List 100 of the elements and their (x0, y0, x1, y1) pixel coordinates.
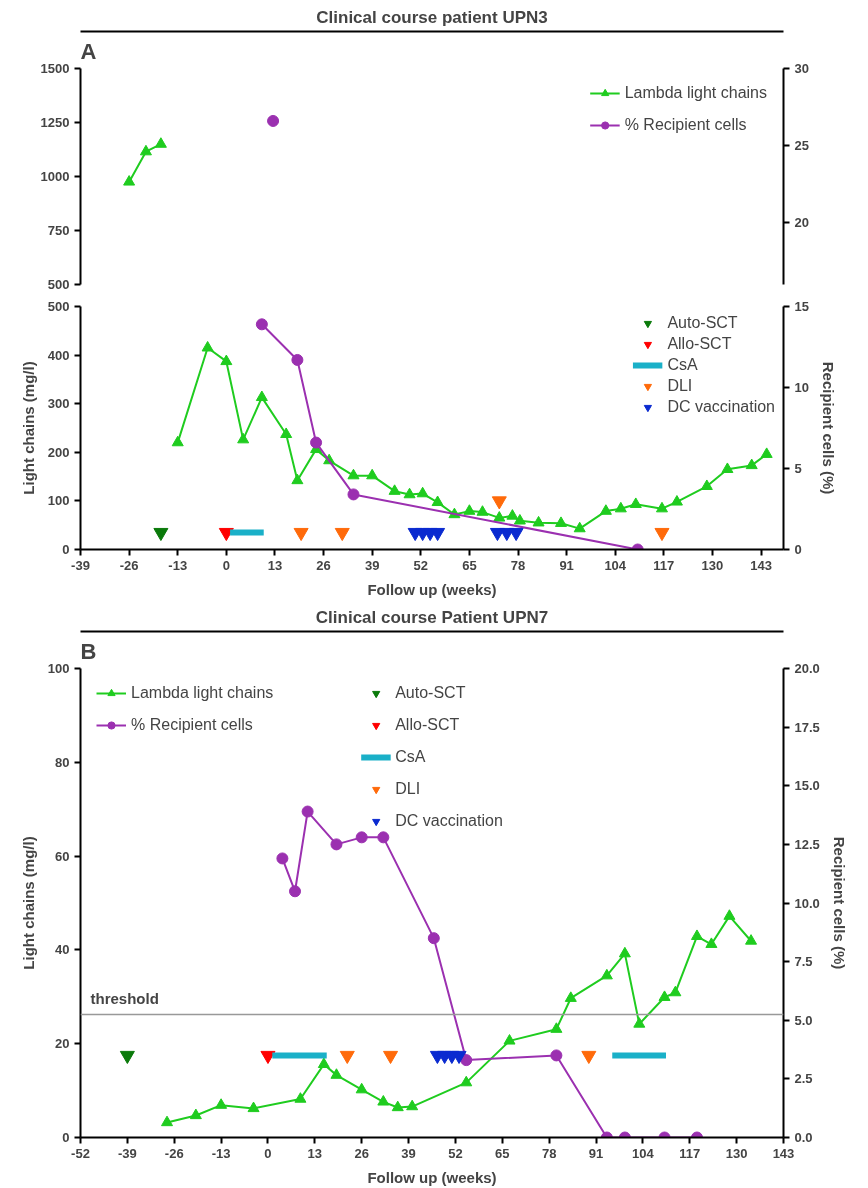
point (291, 473, 304, 485)
point (550, 1022, 563, 1033)
y-tick-label: 100 (47, 661, 70, 676)
x-tick-label: 52 (413, 557, 429, 573)
x-tick-label: 13 (267, 557, 283, 573)
point (330, 838, 343, 851)
point (655, 501, 668, 513)
point (721, 462, 734, 473)
point (532, 515, 545, 527)
point (139, 144, 152, 156)
point (669, 985, 682, 997)
x-tick-label: 65 (462, 557, 477, 573)
x-tick-label: -39 (117, 1145, 137, 1161)
x-tick-label: 0 (222, 557, 230, 573)
point (310, 436, 323, 449)
y-tick-label: 100 (47, 493, 70, 509)
x-tick-label: -52 (71, 1145, 90, 1161)
x-tick-label: 26 (316, 557, 331, 573)
point (291, 353, 304, 366)
x-tick-label: -26 (119, 557, 139, 573)
legend-label: DLI (667, 377, 693, 395)
y-tick-label: 20 (55, 1036, 70, 1052)
x-axis-title: Follow up (weeks) (367, 1168, 497, 1186)
chart-title: Clinical course Patient UPN7 (315, 607, 549, 627)
y2-tick-label: 20.0 (794, 661, 820, 676)
point (301, 805, 314, 818)
y2-tick-label: 17.5 (794, 719, 820, 735)
point (388, 484, 401, 495)
point (276, 852, 289, 865)
y-tick-label: 400 (47, 347, 70, 363)
x-tick-label: 78 (541, 1145, 557, 1161)
point (416, 486, 429, 498)
legend-label: Auto-SCT (667, 314, 738, 332)
legend-label: Auto-SCT (395, 684, 466, 702)
legend-label: % Recipient cells (624, 116, 747, 134)
x-tick-label: 91 (588, 1145, 604, 1161)
point (355, 831, 368, 844)
legend-label: DC vaccination (395, 812, 503, 830)
point (161, 1115, 174, 1127)
y2-tick-label: 2.5 (794, 1071, 813, 1087)
x-tick-label: 52 (448, 1145, 463, 1161)
point (347, 488, 360, 501)
point (366, 468, 379, 480)
x-tick-label: 104 (632, 1145, 655, 1161)
point (629, 497, 642, 508)
y-tick-label: 0 (62, 542, 70, 557)
point (391, 1100, 404, 1112)
y-tick-label: 60 (55, 848, 70, 864)
legend-label: DC vaccination (667, 398, 775, 416)
legend-label: Lambda light chains (624, 84, 767, 102)
legend-label: Lambda light chains (131, 684, 274, 702)
point (723, 909, 736, 920)
y-tick-label: 80 (55, 754, 70, 770)
point (633, 1017, 646, 1028)
y-tick-label: 300 (47, 396, 70, 412)
point (289, 885, 302, 898)
x-tick-label: 130 (701, 557, 724, 573)
x-tick-label: 104 (604, 557, 627, 573)
point (493, 511, 506, 522)
y-tick-label: 1250 (40, 115, 70, 130)
y2-tick-label: 30 (794, 61, 809, 76)
point (573, 521, 586, 533)
point (513, 513, 526, 525)
point (220, 354, 233, 366)
y-tick-label: 1000 (40, 169, 70, 184)
y2-axis-title: Recipient cells (%) (830, 836, 848, 970)
point (618, 946, 631, 958)
y2-tick-label: 5.0 (794, 1012, 813, 1028)
point (294, 1092, 307, 1103)
y2-axis-title: Recipient cells (%) (819, 361, 837, 495)
point (745, 458, 758, 470)
point (201, 340, 214, 352)
x-tick-label: -13 (168, 557, 188, 573)
point (255, 318, 268, 331)
ref-line-label: threshold (90, 989, 159, 1007)
point (463, 504, 476, 515)
point (760, 447, 773, 458)
y2-tick-label: 10.0 (794, 895, 820, 911)
x-tick-label: -39 (71, 557, 90, 573)
y2-tick-label: 25 (794, 138, 809, 154)
point (280, 427, 293, 438)
y2-tick-label: 15 (794, 299, 809, 314)
point (506, 509, 519, 520)
y-axis-title: Light chains (mg/l) (19, 361, 37, 495)
point (377, 831, 390, 844)
y-tick-label: 0 (62, 1130, 70, 1145)
point (690, 929, 703, 940)
y2-tick-label: 0.0 (794, 1130, 813, 1145)
point (347, 468, 360, 480)
legend-label: CsA (667, 356, 698, 374)
y-axis-title: Light chains (mg/l) (19, 836, 37, 970)
legend-label: % Recipient cells (131, 716, 253, 734)
x-tick-label: 117 (679, 1145, 701, 1161)
x-tick-label: 91 (559, 557, 574, 573)
text: B (80, 638, 97, 664)
x-tick-label: -26 (164, 1145, 184, 1161)
point (317, 1057, 330, 1069)
point (600, 968, 613, 980)
y2-tick-label: 12.5 (794, 836, 820, 852)
x-tick-label: 117 (653, 557, 675, 573)
